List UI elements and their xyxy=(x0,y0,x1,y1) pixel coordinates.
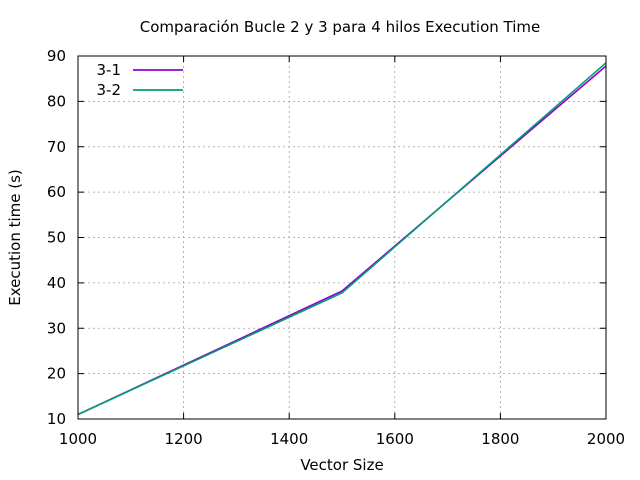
series-line-3-1 xyxy=(77,65,607,416)
y-tick-label: 40 xyxy=(47,274,66,292)
y-tick-label: 70 xyxy=(47,138,66,156)
y-tick-label: 30 xyxy=(47,319,66,337)
y-tick-label: 80 xyxy=(47,92,66,110)
legend-label-3-2: 3-2 xyxy=(97,81,122,99)
grid xyxy=(78,56,606,419)
y-tick-label: 90 xyxy=(47,47,66,65)
legend-label-3-1: 3-1 xyxy=(97,61,122,79)
x-tick-label: 1000 xyxy=(59,430,97,448)
x-tick-label: 1200 xyxy=(165,430,203,448)
y-axis-label: Execution time (s) xyxy=(6,169,24,306)
y-tick-label: 50 xyxy=(47,229,66,247)
y-tick-label: 20 xyxy=(47,365,66,383)
legend: 3-13-2 xyxy=(97,61,183,99)
x-axis-label: Vector Size xyxy=(300,456,383,474)
x-tick-label: 2000 xyxy=(587,430,625,448)
y-tick-label: 10 xyxy=(47,410,66,428)
ticks: 1000 1200 1400 1600 1800 2000 10 20 30 40 50 60 70 80… xyxy=(47,47,625,448)
series-layer xyxy=(77,62,607,416)
x-tick-label: 1600 xyxy=(376,430,414,448)
x-tick-label: 1400 xyxy=(270,430,308,448)
x-tick-label: 1800 xyxy=(481,430,519,448)
plot-frame xyxy=(77,55,607,420)
series-line-3-2 xyxy=(77,62,607,416)
y-tick-label: 60 xyxy=(47,183,66,201)
chart-title: Comparación Bucle 2 y 3 para 4 hilos Exe… xyxy=(140,18,541,36)
